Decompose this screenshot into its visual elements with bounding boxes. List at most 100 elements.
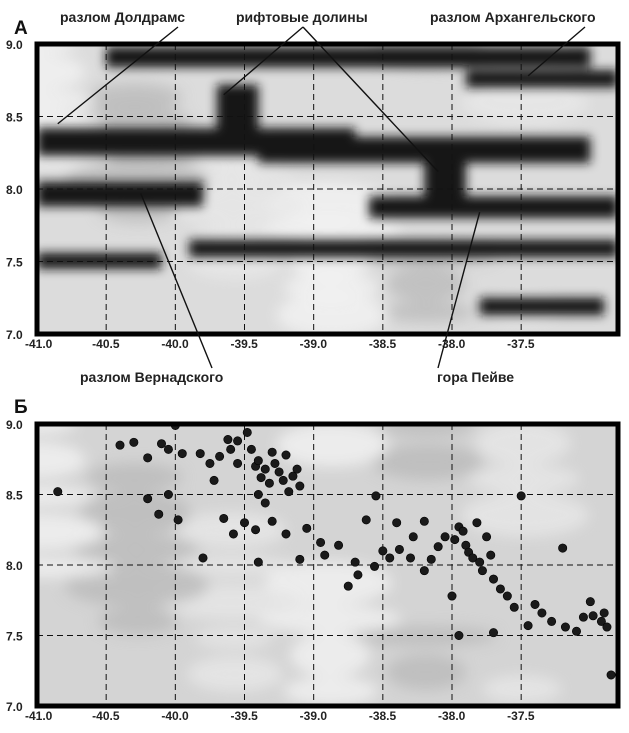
earthquake-point xyxy=(143,494,153,504)
earthquake-point xyxy=(596,616,606,626)
earthquake-point xyxy=(509,602,519,612)
annotation-leader-line xyxy=(223,26,304,96)
earthquake-point xyxy=(219,513,229,523)
earthquake-point xyxy=(163,489,173,499)
y-tick-label: 7.0 xyxy=(6,700,23,714)
texture-blob xyxy=(372,444,484,480)
earthquake-point xyxy=(295,481,305,491)
x-tick-label: -39.5 xyxy=(231,709,259,723)
dark-band xyxy=(465,70,618,88)
earthquake-point xyxy=(195,449,205,459)
texture-blob xyxy=(257,605,401,633)
panel-a-x-ticks: -41.0 -40.5 -40.0 -39.5 -39.0 -38.5 -38.0 -37.5 xyxy=(25,337,535,351)
earthquake-point xyxy=(256,473,266,483)
earthquake-point xyxy=(251,525,261,535)
earthquake-point xyxy=(392,518,402,528)
texture-blob xyxy=(79,491,191,535)
annotation-leader-line xyxy=(140,193,213,369)
texture-blob xyxy=(386,266,466,302)
texture-blob xyxy=(72,535,200,563)
earthquake-point xyxy=(599,608,609,618)
texture-blob xyxy=(290,633,370,677)
texture-blob xyxy=(98,607,178,635)
y-tick-label: 7.0 xyxy=(6,328,23,342)
panel-a-frame xyxy=(34,41,621,337)
earthquake-point xyxy=(585,597,595,607)
earthquake-point xyxy=(468,553,478,563)
earthquake-point xyxy=(472,518,482,528)
x-tick-label: -38.0 xyxy=(438,709,466,723)
label-rift-valleys: рифтовые долины xyxy=(236,9,368,25)
earthquake-point xyxy=(267,447,277,457)
panel-a-bands xyxy=(37,46,618,316)
texture-blob xyxy=(37,442,86,478)
earthquake-point xyxy=(433,542,443,552)
dark-band xyxy=(258,136,591,163)
earthquake-point xyxy=(143,453,153,463)
texture-blob xyxy=(276,293,388,334)
panel-b-points xyxy=(53,424,616,680)
panel-a-y-ticks: 7.0 7.5 8.0 8.5 9.0 xyxy=(6,38,23,342)
y-tick-label: 7.5 xyxy=(6,630,23,644)
earthquake-point xyxy=(523,621,533,631)
texture-blob xyxy=(37,486,95,506)
earthquake-point xyxy=(246,444,256,454)
earthquake-point xyxy=(343,581,353,591)
texture-blob xyxy=(37,514,104,550)
texture-blob xyxy=(65,563,209,607)
earthquake-point xyxy=(274,467,284,477)
y-tick-label: 8.5 xyxy=(6,111,23,125)
earthquake-point xyxy=(233,458,243,468)
earthquake-point xyxy=(205,458,215,468)
texture-blob xyxy=(276,424,388,467)
earthquake-point xyxy=(426,554,436,564)
earthquake-point xyxy=(302,523,312,533)
earthquake-point xyxy=(419,516,429,526)
earthquake-point xyxy=(209,475,219,485)
x-tick-label: -41.0 xyxy=(25,709,53,723)
earthquake-point xyxy=(547,616,557,626)
dark-band xyxy=(37,181,203,207)
dark-band xyxy=(189,239,618,258)
earthquake-point xyxy=(154,509,164,519)
earthquake-point xyxy=(163,444,173,454)
earthquake-point xyxy=(537,608,547,618)
texture-blob xyxy=(37,54,86,90)
earthquake-point xyxy=(578,612,588,622)
earthquake-point xyxy=(482,532,492,542)
label-vernadsky-fault: разлом Вернадского xyxy=(80,369,223,385)
texture-blob xyxy=(175,512,287,548)
dark-band xyxy=(37,252,162,269)
dark-band xyxy=(424,160,466,204)
earthquake-point xyxy=(475,557,485,567)
earthquake-point xyxy=(129,437,139,447)
earthquake-point xyxy=(454,630,464,640)
earthquake-point xyxy=(320,550,330,560)
earthquake-point xyxy=(350,557,360,567)
texture-blob xyxy=(283,273,379,301)
earthquake-point xyxy=(419,566,429,576)
y-tick-label: 9.0 xyxy=(6,418,23,432)
y-tick-label: 8.0 xyxy=(6,559,23,573)
earthquake-point xyxy=(440,532,450,542)
earthquake-point xyxy=(408,532,418,542)
x-tick-label: -40.5 xyxy=(92,709,120,723)
earthquake-point xyxy=(226,444,236,454)
texture-blob xyxy=(194,224,274,244)
panel-b-y-ticks: 7.0 7.5 8.0 8.5 9.0 xyxy=(6,418,23,714)
earthquake-point xyxy=(486,550,496,560)
texture-blob xyxy=(86,463,182,491)
earthquake-point xyxy=(458,526,468,536)
texture-blob xyxy=(461,81,589,125)
earthquake-point xyxy=(53,487,63,497)
annotation-leader-line xyxy=(302,26,439,173)
earthquake-point xyxy=(370,561,380,571)
panel-b-x-ticks: -41.0 -40.5 -40.0 -39.5 -39.0 -38.5 -38.0 -37.5 xyxy=(25,709,535,723)
earthquake-point xyxy=(281,529,291,539)
y-tick-label: 9.0 xyxy=(6,38,23,52)
earthquake-point xyxy=(334,540,344,550)
x-tick-label: -39.0 xyxy=(300,709,328,723)
texture-blob xyxy=(379,302,475,322)
earthquake-point xyxy=(173,515,183,525)
texture-blob xyxy=(461,493,589,537)
